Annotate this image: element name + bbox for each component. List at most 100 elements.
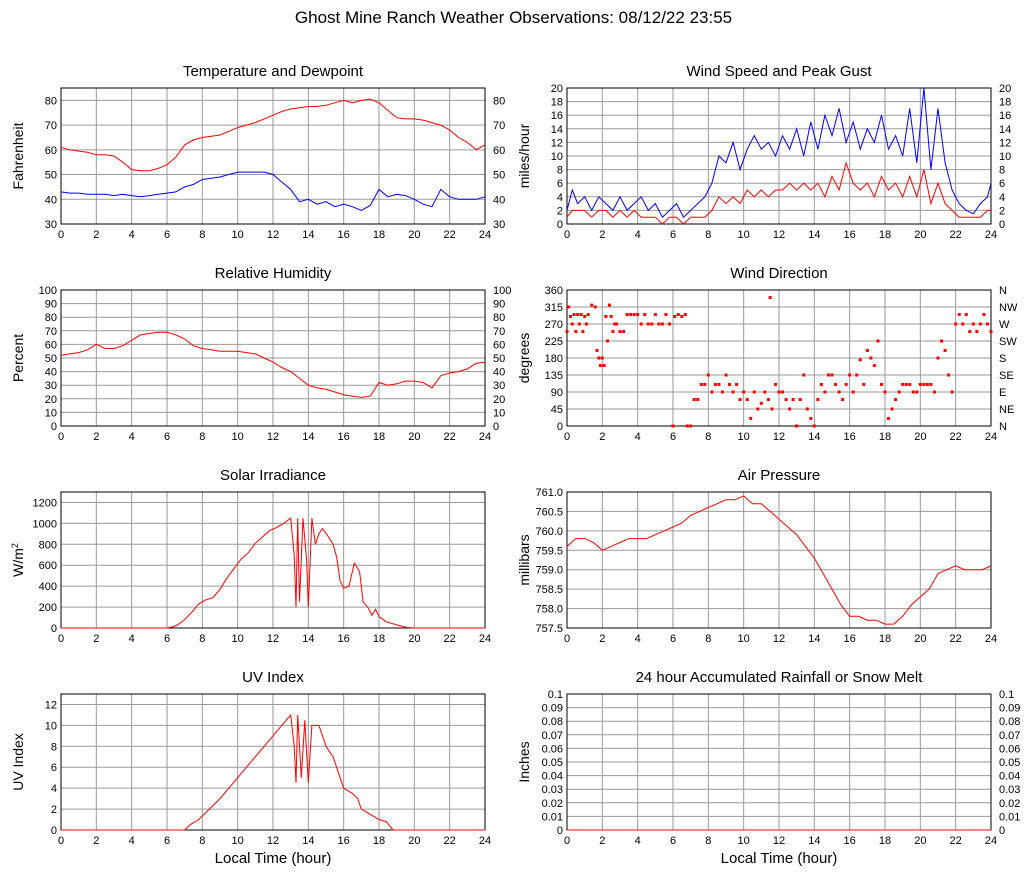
- y-right-tick-label: 14: [999, 124, 1011, 136]
- x-tick-label: 14: [302, 835, 314, 847]
- y-right-tick-label: SW: [999, 336, 1017, 348]
- data-point: [643, 313, 647, 317]
- y-right-tick-label: 10: [999, 151, 1011, 163]
- data-point: [768, 296, 772, 300]
- data-point: [650, 322, 654, 326]
- data-point: [876, 339, 880, 343]
- data-point: [696, 398, 700, 402]
- humidity-frame: [60, 289, 486, 427]
- x-tick-label: 12: [267, 431, 279, 443]
- data-point: [667, 322, 671, 326]
- humidity-series-line-1: [60, 331, 486, 398]
- y-tick-label: 60: [45, 145, 57, 157]
- x-tick-label: 10: [232, 633, 244, 645]
- y-tick-label: 360: [545, 285, 563, 297]
- x-tick-label: 8: [705, 229, 711, 241]
- data-point: [611, 330, 615, 334]
- y-tick-label: 4: [557, 192, 563, 204]
- data-point: [569, 314, 573, 318]
- x-tick-label: 4: [129, 431, 135, 443]
- y-tick-label: 2: [557, 205, 563, 217]
- y-right-tick-label: SE: [999, 370, 1014, 382]
- data-point: [879, 382, 883, 386]
- y-tick-label: 0.09: [542, 703, 563, 715]
- x-tick-label: 4: [635, 835, 641, 847]
- data-point: [689, 424, 693, 428]
- y-right-tick-label: N: [999, 285, 1007, 297]
- data-point: [572, 313, 576, 317]
- x-tick-label: 14: [808, 835, 820, 847]
- x-tick-label: 4: [635, 431, 641, 443]
- data-point: [819, 382, 823, 386]
- x-tick-label: 8: [199, 835, 205, 847]
- x-tick-label: 12: [773, 431, 785, 443]
- data-point: [749, 416, 753, 420]
- y-tick-label: 45: [551, 404, 563, 416]
- data-point: [975, 330, 979, 334]
- y-tick-label: 761.0: [535, 487, 563, 499]
- data-point: [579, 313, 583, 317]
- y-tick-label: 759.5: [535, 545, 563, 557]
- y-right-tick-label: 50: [493, 170, 505, 182]
- y-right-tick-label: E: [999, 387, 1006, 399]
- y-tick-label: 40: [45, 194, 57, 206]
- humidity-title: Relative Humidity: [215, 265, 332, 282]
- x-tick-label: 20: [408, 633, 420, 645]
- y-tick-label: 12: [551, 137, 563, 149]
- wind-speed-series-line-2: [566, 161, 991, 225]
- data-point: [685, 424, 689, 428]
- y-tick-label: 200: [39, 602, 57, 614]
- pressure-series-line-1: [566, 495, 992, 625]
- data-point: [629, 313, 633, 317]
- x-tick-label: 16: [844, 835, 856, 847]
- y-right-tick-label: 0.04: [999, 771, 1020, 783]
- y-right-tick-label: 100: [493, 285, 511, 297]
- y-right-tick-label: 6: [999, 178, 1005, 190]
- y-tick-label: 0: [51, 421, 57, 433]
- y-tick-label: 50: [45, 353, 57, 365]
- y-right-tick-label: 0.05: [999, 757, 1020, 769]
- temperature-frame: [60, 87, 486, 225]
- data-point: [883, 390, 887, 394]
- x-tick-label: 8: [705, 633, 711, 645]
- pressure-ylabel: millibars: [516, 534, 532, 585]
- data-point: [791, 398, 795, 402]
- data-point: [766, 398, 770, 402]
- data-point: [724, 373, 728, 377]
- data-point: [989, 330, 993, 334]
- x-tick-label: 2: [93, 229, 99, 241]
- y-tick-label: 0.04: [542, 771, 563, 783]
- y-tick-label: 760.5: [535, 506, 563, 518]
- y-tick-label: 400: [39, 581, 57, 593]
- data-point: [961, 322, 965, 326]
- data-point: [599, 364, 603, 368]
- data-point: [781, 390, 785, 394]
- x-tick-label: 2: [599, 835, 605, 847]
- y-tick-label: 0.05: [542, 757, 563, 769]
- data-point: [673, 314, 677, 318]
- uv-frame: [60, 693, 486, 831]
- data-point: [777, 390, 781, 394]
- data-point: [565, 330, 569, 334]
- y-right-tick-label: 20: [999, 83, 1011, 95]
- data-point: [925, 382, 929, 386]
- y-tick-label: 70: [45, 120, 57, 132]
- y-tick-label: 8: [557, 165, 563, 177]
- data-point: [784, 398, 788, 402]
- y-tick-label: 80: [45, 312, 57, 324]
- y-right-tick-label: 0.06: [999, 743, 1020, 755]
- uv-title: UV Index: [242, 669, 304, 686]
- data-point: [639, 322, 643, 326]
- x-tick-label: 22: [444, 431, 456, 443]
- data-point: [855, 373, 859, 377]
- wind-speed-frame: [566, 87, 992, 225]
- data-point: [897, 390, 901, 394]
- x-tick-label: 18: [373, 633, 385, 645]
- y-right-tick-label: 60: [493, 339, 505, 351]
- y-tick-label: 0.07: [542, 730, 563, 742]
- data-point: [968, 330, 972, 334]
- uv-xlabel: Local Time (hour): [215, 850, 332, 867]
